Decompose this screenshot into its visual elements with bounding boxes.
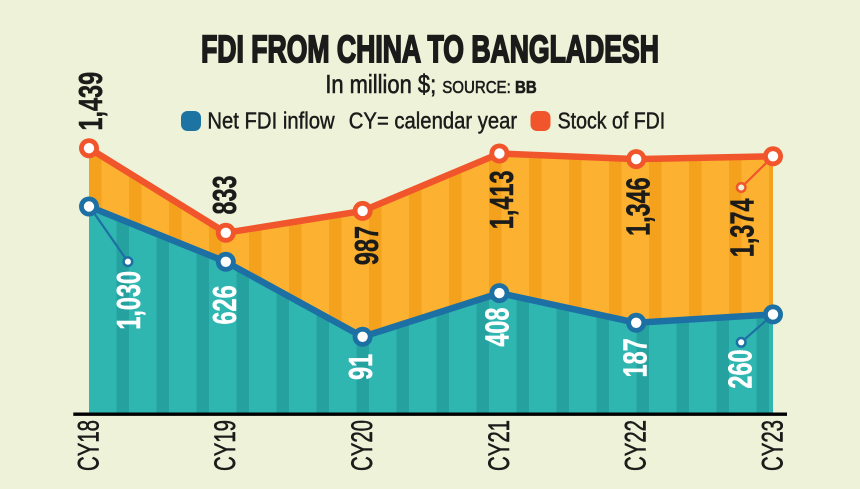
svg-text:CY19: CY19 [209,420,242,471]
svg-text:In million $; SOURCE: BB: In million $; SOURCE: BB [325,70,537,99]
svg-text:CY21: CY21 [483,420,516,471]
svg-text:Stock of FDI: Stock of FDI [558,108,666,134]
svg-text:1,030: 1,030 [111,271,148,330]
svg-text:CY22: CY22 [620,420,653,471]
svg-text:1,439: 1,439 [73,72,110,131]
svg-text:1,374: 1,374 [725,198,762,257]
svg-text:626: 626 [207,285,244,324]
svg-text:833: 833 [207,175,244,214]
svg-text:1,346: 1,346 [621,177,658,236]
svg-text:408: 408 [480,308,517,347]
svg-text:CY23: CY23 [757,420,790,471]
svg-text:CY18: CY18 [73,420,106,471]
svg-text:Net FDI inflow: Net FDI inflow [207,107,334,134]
svg-text:FDI FROM CHINA TO BANGLADESH: FDI FROM CHINA TO BANGLADESH [201,27,659,70]
svg-text:CY= calendar year: CY= calendar year [349,107,517,134]
svg-text:1,413: 1,413 [484,171,521,230]
svg-text:260: 260 [723,350,760,389]
svg-text:187: 187 [618,338,655,377]
svg-text:CY20: CY20 [346,420,379,471]
svg-text:987: 987 [349,226,386,265]
svg-text:91: 91 [343,354,380,380]
